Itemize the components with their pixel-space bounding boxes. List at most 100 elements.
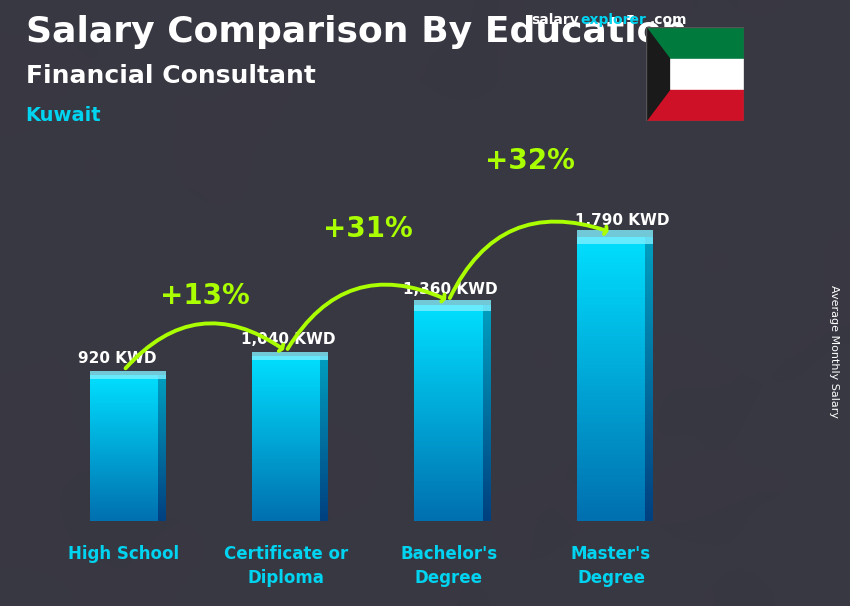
Bar [89,375,158,377]
Bar [483,310,491,313]
Bar [577,386,645,390]
Bar [320,490,328,492]
Bar [252,479,320,482]
Bar [483,305,491,308]
Bar [252,490,320,492]
Bar [158,464,166,467]
Bar [89,464,158,467]
Bar [252,407,320,410]
Bar [252,360,320,362]
Bar [577,453,645,458]
Bar [158,422,166,424]
Bar [645,507,654,510]
Bar [645,468,654,471]
Bar [320,382,328,385]
Bar [645,457,654,461]
Bar [320,513,328,515]
Bar [89,468,158,470]
Bar [415,418,483,421]
Text: Bachelor's
Degree: Bachelor's Degree [400,545,497,587]
Bar [252,416,320,418]
Bar [483,513,491,516]
Bar [577,439,645,443]
Bar [158,419,166,421]
Bar [577,343,645,347]
Bar [415,499,483,502]
Bar [252,513,320,515]
Bar [158,439,166,441]
Bar [415,327,483,330]
Bar [320,424,328,426]
Bar [320,496,328,499]
Bar [483,335,491,338]
Bar [158,402,166,404]
Bar [89,493,158,496]
Bar [645,489,654,493]
Bar [415,340,483,343]
Bar [320,416,328,418]
Bar [577,421,645,425]
Bar [577,436,645,439]
Bar [89,471,158,474]
Bar [645,450,654,454]
Bar [252,432,320,435]
Bar [158,477,166,479]
Bar [252,418,320,420]
Bar [320,356,328,358]
Bar [252,508,320,511]
Bar [645,400,654,404]
Bar [158,393,166,395]
Bar [645,358,654,361]
Bar [577,368,645,372]
Bar [320,484,328,486]
Bar [645,244,654,248]
Bar [158,450,166,452]
Bar [320,395,328,398]
Bar [483,470,491,473]
Bar [577,485,645,489]
Bar [89,497,158,499]
Bar [89,401,158,402]
Bar [483,418,491,421]
Bar [577,393,645,397]
Bar [252,403,320,405]
Bar [577,283,645,287]
Bar [645,396,654,401]
Bar [645,365,654,368]
Bar [483,496,491,499]
Bar [89,504,158,507]
Bar [252,413,320,416]
Bar [577,255,645,258]
Bar [320,482,328,484]
Bar [483,348,491,351]
Bar [645,371,654,376]
Bar [577,415,645,418]
Text: Kuwait: Kuwait [26,106,101,125]
Bar [577,262,645,265]
Bar [577,461,645,464]
Bar [89,379,158,381]
Bar [89,511,158,514]
Bar [577,375,645,379]
Bar [89,397,158,399]
Bar [645,482,654,485]
Bar [415,472,483,475]
Bar [483,486,491,489]
Bar [320,442,328,445]
Bar [577,478,645,482]
Bar [645,485,654,489]
Bar [320,387,328,389]
Bar [577,293,645,298]
Bar [320,492,328,494]
Bar [577,365,645,368]
Bar [320,448,328,451]
Bar [252,375,320,377]
Bar [252,473,320,476]
Bar [415,440,483,443]
Bar [158,461,166,463]
Bar [89,422,158,424]
Bar [158,415,166,417]
Bar [89,391,158,393]
Bar [415,394,483,397]
Bar [483,491,491,494]
